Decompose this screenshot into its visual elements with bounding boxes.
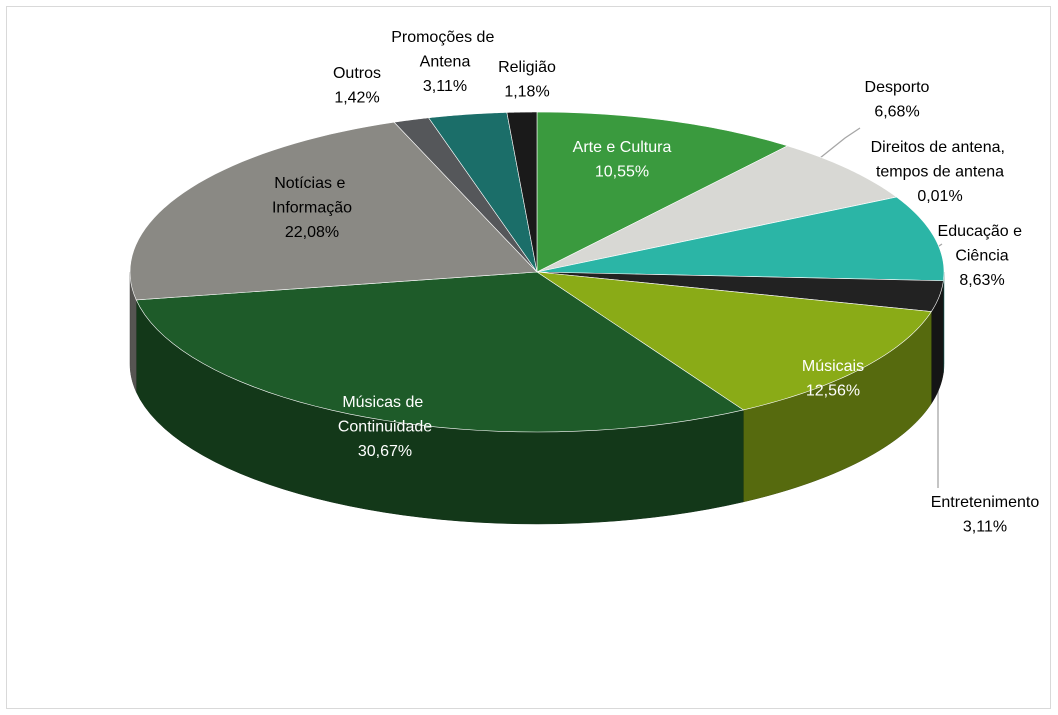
label-line: Notícias e	[274, 175, 350, 192]
label-line: Outros	[333, 65, 381, 82]
slice	[129, 121, 538, 301]
pie-tops	[129, 111, 945, 433]
label-line: Músicais	[802, 358, 864, 375]
slice-label: Arte e Cultura	[573, 139, 672, 156]
slice	[536, 196, 945, 282]
slice-label: Notícias e Informação	[272, 175, 352, 217]
label-line: Arte e Cultura	[573, 139, 672, 156]
slice	[393, 117, 538, 273]
value-label: 0,01%	[917, 188, 962, 205]
slice	[536, 271, 932, 411]
value-label: 1,42%	[334, 90, 379, 107]
slice-label: Outros	[333, 65, 381, 82]
label-line: tempos de antena	[876, 164, 1004, 181]
label-line: Antena	[420, 54, 471, 71]
label-line: Entretenimento	[931, 494, 1040, 511]
value-label: 22,08%	[285, 224, 339, 241]
value-label: 8,63%	[959, 272, 1004, 289]
value-label: 3,11%	[963, 519, 1007, 536]
slice-label: Promoções de Antena	[391, 29, 499, 71]
label-line: Direitos de antena,	[871, 139, 1010, 156]
value-label: 10,55%	[595, 164, 649, 181]
slice-label: Educação e Ciência	[938, 223, 1027, 265]
slice	[506, 111, 538, 273]
slice-label: Entretenimento	[931, 494, 1040, 511]
value-label: 1,18%	[504, 84, 549, 101]
label-line: Religião	[498, 59, 556, 76]
label-line: Desporto	[865, 79, 930, 96]
label-line: Continuidade	[338, 419, 432, 436]
slice	[536, 111, 789, 273]
pie-sides	[129, 271, 945, 525]
leader-line	[814, 127, 861, 163]
slice-label: Direitos de antena, tempos de antena	[871, 139, 1010, 181]
label-line: Promoções de	[391, 29, 499, 46]
slice-label: Músicas de Continuidade	[338, 394, 432, 436]
label-line: Educação e	[938, 223, 1027, 240]
value-label: 12,56%	[806, 383, 860, 400]
value-label: 3,11%	[423, 78, 467, 95]
label-line: Informação	[272, 200, 352, 217]
slice-label: Desporto	[865, 79, 930, 96]
slice-label: Músicais	[802, 358, 864, 375]
slice	[536, 145, 898, 273]
slice	[428, 112, 538, 273]
slice	[135, 271, 745, 433]
value-label: 30,67%	[358, 443, 412, 460]
label-line: Ciência	[955, 248, 1008, 265]
slice-label: Religião	[498, 59, 556, 76]
label-line: Músicas de	[342, 394, 427, 411]
value-label: 6,68%	[874, 104, 919, 121]
slice	[536, 271, 944, 312]
